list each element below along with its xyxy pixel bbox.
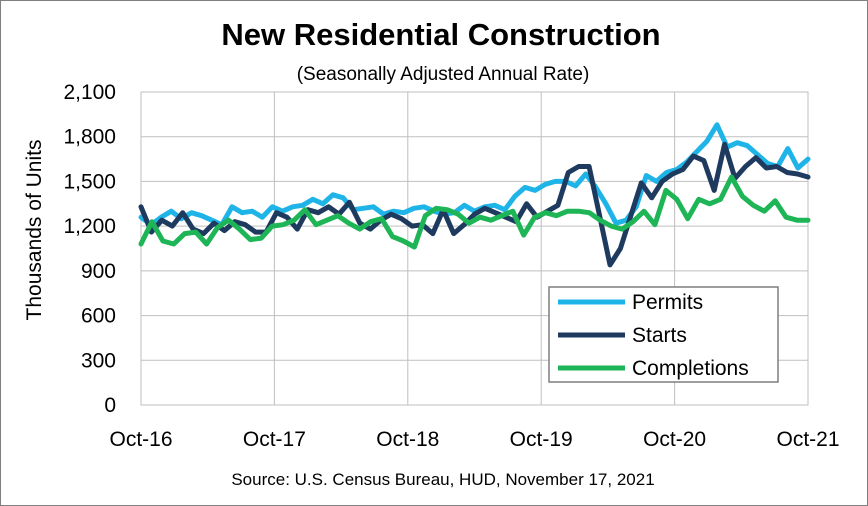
legend-label-starts: Starts [632, 324, 687, 347]
y-tick-label: 300 [81, 349, 116, 372]
x-tick-label: Oct-16 [109, 428, 172, 451]
y-tick-label: 600 [81, 305, 116, 328]
x-tick-labels: Oct-16 Oct-17 Oct-18 Oct-19 Oct-20 Oct-21 [109, 428, 839, 451]
y-tick-label: 1,800 [63, 126, 116, 149]
y-axis-label: Thousands of Units [23, 140, 46, 321]
x-tick-label: Oct-18 [376, 428, 439, 451]
source-note: Source: U.S. Census Bureau, HUD, Novembe… [231, 470, 654, 489]
legend-items: Permits Starts Completions [558, 291, 749, 380]
x-tick-label: Oct-19 [510, 428, 573, 451]
series-line-starts [138, 141, 811, 268]
legend-label-permits: Permits [632, 291, 703, 314]
y-tick-label: 0 [104, 394, 116, 417]
y-tick-labels: 0 300 600 900 1,200 1,500 1,800 2,100 [63, 81, 116, 417]
chart-title: New Residential Construction [221, 17, 660, 52]
y-tick-label: 900 [81, 260, 116, 283]
chart-subtitle: (Seasonally Adjusted Annual Rate) [297, 64, 590, 85]
y-tick-label: 1,500 [63, 170, 116, 193]
series-line-completions [138, 174, 811, 250]
x-tick-label: Oct-20 [643, 428, 706, 451]
legend: Permits Starts Completions [548, 286, 779, 383]
x-tick-label: Oct-21 [776, 428, 839, 451]
x-tick-label: Oct-17 [243, 428, 306, 451]
series-line-permits [138, 122, 811, 228]
y-tick-label: 2,100 [63, 81, 116, 104]
legend-label-completions: Completions [632, 357, 749, 380]
grid-layer [141, 92, 808, 405]
y-tick-label: 1,200 [63, 215, 116, 238]
series-layer [138, 122, 811, 268]
